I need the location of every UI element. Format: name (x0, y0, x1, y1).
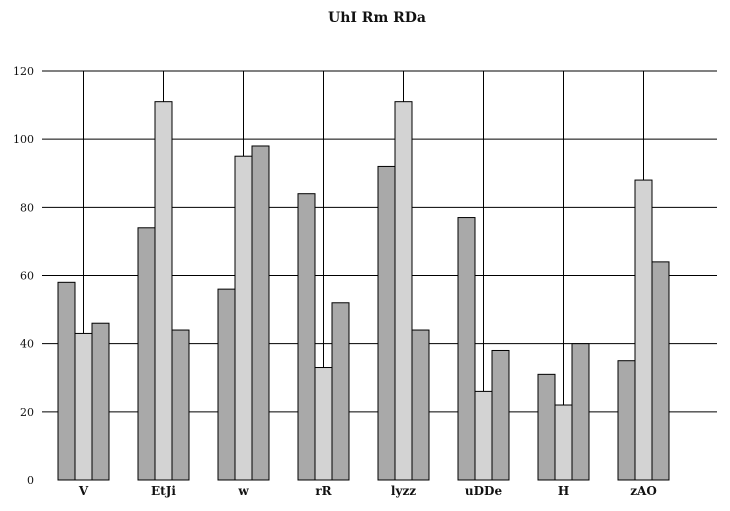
bar (554, 404, 573, 481)
y-tick-label: 60 (20, 270, 34, 283)
y-tick-label: 0 (27, 474, 34, 487)
bar (57, 281, 76, 481)
y-tick-label: 100 (13, 133, 34, 146)
bar (314, 367, 333, 481)
bar (251, 145, 270, 481)
chart-title: UhI Rm RDa (328, 10, 426, 26)
bar (91, 322, 110, 481)
bar (297, 193, 316, 481)
bar (137, 227, 156, 481)
bar (617, 360, 636, 481)
x-tick-label: zAO (630, 484, 657, 498)
bar (217, 288, 236, 481)
y-tick-label: 80 (20, 201, 34, 214)
bar (377, 165, 396, 481)
y-tick-label: 40 (20, 338, 34, 351)
y-tick-label: 120 (13, 65, 34, 78)
x-tick-label: EtJi (151, 484, 176, 498)
bar (634, 179, 653, 481)
x-tick-label: H (558, 484, 569, 498)
x-tick-label: V (78, 484, 89, 498)
bars (57, 101, 670, 481)
bar (474, 390, 493, 481)
bar (411, 329, 430, 481)
bar (154, 101, 173, 481)
bar (234, 155, 253, 481)
bar (457, 217, 476, 481)
bar (74, 332, 93, 481)
x-tick-label: w (237, 484, 249, 498)
bar (537, 373, 556, 481)
y-tick-label: 20 (20, 406, 34, 419)
bar (491, 349, 510, 481)
bar (171, 329, 190, 481)
bar (331, 302, 350, 481)
x-tick-label: uDDe (465, 484, 503, 498)
bar (571, 343, 590, 481)
bar (394, 101, 413, 481)
x-tick-label: lyzz (391, 484, 416, 498)
bar (651, 261, 670, 481)
y-axis-ticks: 0 20 40 60 80 100 120 (13, 65, 34, 487)
x-tick-label: rR (315, 484, 332, 498)
